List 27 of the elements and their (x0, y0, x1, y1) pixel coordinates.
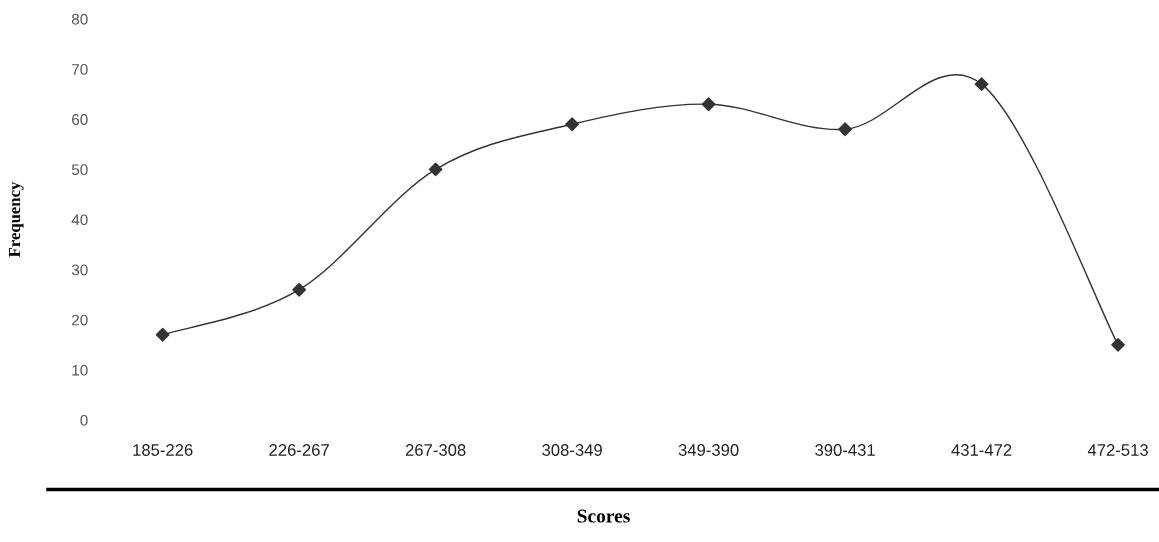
y-tick-label: 60 (72, 114, 88, 125)
point (974, 77, 989, 92)
y-tick-label: 80 (71, 13, 88, 25)
point (155, 327, 170, 342)
y-tick-label: 10 (72, 364, 88, 376)
x-tick-label: 267-308 (405, 444, 466, 456)
y-tick-label: 0 (80, 414, 88, 426)
point (428, 162, 443, 177)
x-tick-label: 185-226 (133, 444, 193, 456)
x-tick-label: 431-472 (951, 444, 1012, 456)
y-tick-label: 20 (72, 314, 88, 326)
point (1111, 337, 1125, 352)
y-tick-label: 70 (72, 63, 88, 75)
x-tick-label: 349-390 (678, 444, 739, 456)
y-tick-label: 40 (71, 214, 88, 226)
y-tick-label: 30 (71, 264, 88, 276)
point (292, 282, 307, 297)
point (701, 97, 716, 112)
x-tick-label: 308-349 (542, 444, 602, 456)
x-tick-label: 226-267 (269, 444, 329, 456)
y-axis-title: Frequency (9, 181, 24, 258)
point (565, 117, 580, 132)
x-axis-title: Scores (577, 509, 630, 523)
x-tick-label: 390-431 (815, 444, 875, 456)
point (838, 122, 852, 137)
y-tick-label: 50 (71, 164, 88, 176)
x-tick-label: 472-513 (1087, 444, 1148, 456)
